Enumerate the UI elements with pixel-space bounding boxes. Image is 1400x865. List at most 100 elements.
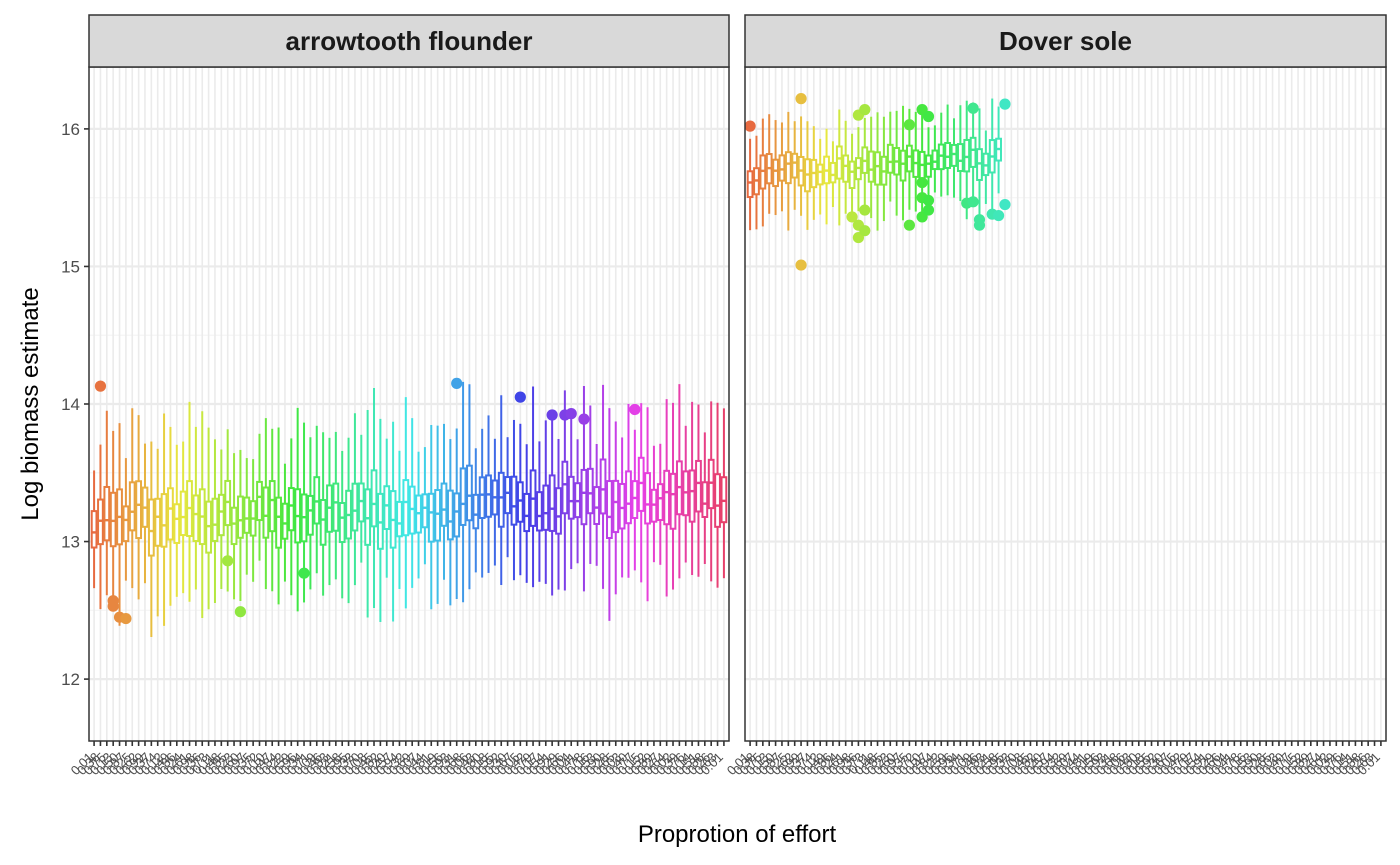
box-57	[453, 428, 461, 600]
box-body	[791, 152, 799, 179]
box-45	[376, 418, 384, 622]
outlier-point	[859, 225, 871, 237]
box-body	[230, 506, 238, 546]
box-body	[275, 496, 282, 549]
box-body	[644, 472, 651, 525]
outlier-point	[514, 391, 526, 403]
box-body	[555, 487, 562, 535]
box-36	[976, 108, 983, 220]
box-26	[912, 111, 920, 212]
box-90	[663, 399, 671, 597]
outlier-point	[967, 196, 979, 208]
outlier-point	[973, 219, 986, 231]
outlier-point	[546, 409, 558, 421]
outlier-point	[922, 194, 935, 207]
box-50	[408, 418, 416, 588]
box-body	[211, 497, 219, 542]
box-body	[307, 494, 314, 536]
box-49	[402, 397, 410, 609]
box-14	[835, 109, 843, 226]
box-body	[427, 492, 435, 543]
box-53	[427, 424, 435, 610]
box-body	[357, 482, 365, 523]
box-14	[179, 441, 187, 594]
box-44	[370, 387, 378, 608]
box-body	[396, 500, 403, 538]
box-body	[370, 469, 378, 528]
box-17	[855, 127, 862, 212]
box-body	[606, 480, 613, 540]
box-body	[440, 482, 448, 527]
box-10	[810, 126, 818, 220]
box-13	[173, 444, 181, 597]
box-71	[542, 420, 550, 584]
box-79	[593, 444, 601, 566]
box-96	[701, 432, 709, 565]
box-9	[804, 121, 811, 230]
box-body	[599, 458, 607, 515]
box-body	[816, 163, 824, 186]
box-body	[784, 151, 792, 185]
outlier-point	[744, 120, 756, 132]
box-33	[956, 105, 964, 201]
box-48	[396, 450, 403, 589]
box-body	[561, 460, 569, 515]
box-body	[842, 154, 850, 183]
outlier-point	[451, 377, 463, 389]
box-body	[950, 143, 958, 167]
box-30	[281, 463, 289, 582]
box-body	[956, 143, 964, 173]
box-18	[205, 427, 212, 610]
box-29	[275, 427, 282, 605]
box-41	[351, 413, 359, 586]
box-body	[867, 150, 875, 183]
box-body	[287, 487, 295, 532]
box-0	[746, 138, 754, 231]
outlier-point	[234, 606, 247, 618]
box-4	[772, 120, 779, 216]
box-body	[90, 510, 98, 549]
y-tick-label: 15	[61, 257, 80, 276]
outlier-point	[922, 110, 935, 123]
box-body	[548, 474, 556, 532]
box-body	[332, 482, 340, 532]
box-2	[759, 118, 767, 227]
box-69	[529, 386, 537, 588]
box-6	[784, 111, 792, 231]
box-51	[415, 451, 422, 579]
box-26	[256, 433, 263, 561]
outlier-point	[795, 259, 807, 271]
box-76	[574, 439, 581, 564]
frame-layer: arrowtooth flounder Dover sole	[88, 14, 1387, 742]
box-62	[485, 415, 492, 573]
outlier-point	[859, 104, 871, 116]
box-11	[816, 138, 824, 215]
box-body	[688, 469, 696, 523]
box-32	[950, 118, 958, 198]
box-body	[262, 486, 270, 539]
outlier-point	[999, 98, 1011, 110]
box-body	[944, 141, 952, 169]
box-body	[829, 161, 837, 184]
box-body	[656, 483, 664, 522]
box-30	[937, 112, 945, 197]
box-body	[906, 144, 913, 173]
box-1	[753, 135, 760, 230]
y-tick-label: 12	[61, 670, 80, 689]
box-75	[567, 413, 575, 570]
box-24	[243, 458, 251, 575]
box-body	[338, 502, 346, 544]
box-24	[899, 105, 907, 221]
outlier-point	[903, 219, 915, 231]
box-body	[103, 485, 111, 542]
box-19	[211, 439, 219, 604]
box-body	[593, 486, 601, 525]
facet-strip-label: arrowtooth flounder	[286, 26, 533, 56]
box-85	[631, 429, 639, 571]
box-body	[874, 151, 881, 186]
box-body	[963, 138, 971, 173]
box-body	[485, 474, 492, 518]
box-54	[434, 425, 442, 604]
box-11	[160, 413, 168, 626]
